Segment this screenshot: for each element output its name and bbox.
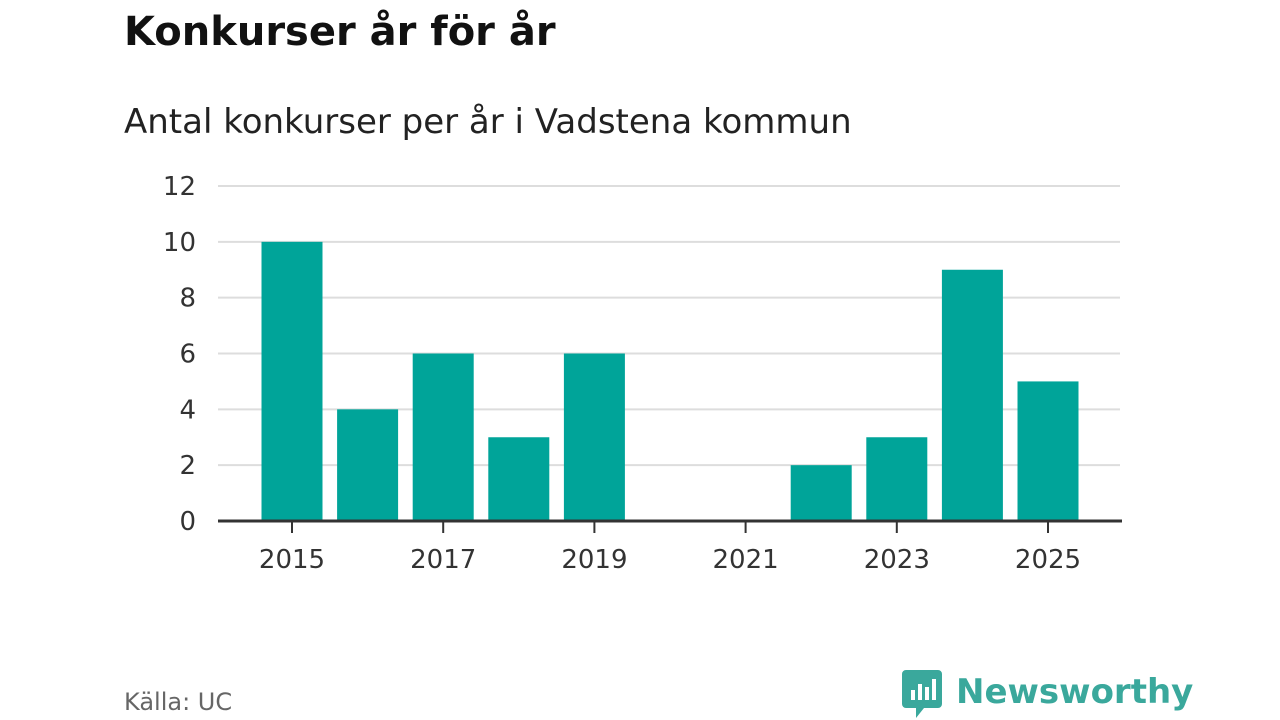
- brand-name: Newsworthy: [956, 672, 1194, 712]
- y-tick-label: 6: [179, 340, 196, 370]
- y-tick-label: 4: [179, 395, 196, 425]
- y-tick-label: 8: [179, 284, 196, 314]
- bar-2019: [563, 353, 625, 521]
- bar-2023: [866, 437, 928, 521]
- x-tick-label: 2019: [561, 545, 627, 575]
- y-tick-label: 10: [163, 228, 196, 258]
- bars: [261, 241, 1079, 522]
- bar-2025: [1017, 381, 1079, 521]
- x-tick-label: 2017: [410, 545, 476, 575]
- bar-2018: [488, 437, 550, 521]
- bar-chart: 0 2 4 6 8 10 12 2015 2017 2019 2021 2023 2025: [163, 172, 1122, 575]
- x-tick-label: 2025: [1015, 545, 1081, 575]
- chart-title: Konkurser år för år: [124, 9, 556, 55]
- axes: [218, 519, 1122, 533]
- bar-2016: [337, 409, 399, 521]
- tick-labels: 0 2 4 6 8 10 12 2015 2017 2019 2021 2023 2025: [163, 172, 1081, 575]
- bar-2024: [941, 269, 1003, 521]
- bar-2015: [261, 241, 323, 522]
- y-tick-label: 2: [179, 451, 196, 481]
- bar-2017: [412, 353, 474, 521]
- x-tick-label: 2023: [864, 545, 930, 575]
- x-tick-label: 2015: [259, 545, 325, 575]
- source-note: Källa: UC: [124, 688, 233, 716]
- bar-2022: [790, 465, 852, 521]
- y-tick-label: 0: [179, 507, 196, 537]
- newsworthy-logo-icon: [902, 670, 942, 718]
- y-tick-label: 12: [163, 172, 196, 202]
- x-tick-label: 2021: [713, 545, 779, 575]
- chart-subtitle: Antal konkurser per år i Vadstena kommun: [124, 102, 852, 142]
- brand-logo: Newsworthy: [902, 670, 1193, 720]
